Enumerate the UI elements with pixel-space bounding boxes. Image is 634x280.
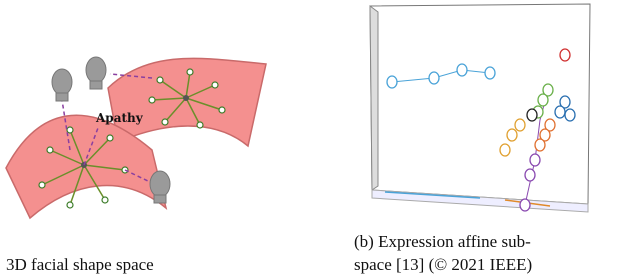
- face-glyph: [565, 109, 575, 121]
- face-glyph: [525, 169, 535, 181]
- caption-line: (b) Expression affine sub-: [354, 232, 531, 251]
- annotation: Apathy: [95, 111, 144, 125]
- figure: Apathy 3D facial shape space (b) Express…: [0, 0, 634, 280]
- face-glyph: [520, 199, 530, 211]
- face-glyph: [500, 144, 510, 156]
- mean-point: [183, 95, 189, 101]
- face-glyph: [530, 154, 540, 166]
- face-glyph: [485, 67, 495, 79]
- face-glyph: [538, 94, 548, 106]
- face-glyph: [527, 109, 537, 121]
- face-glyph: [515, 119, 525, 131]
- face-glyph: [535, 139, 545, 151]
- face-glyph: [429, 72, 439, 84]
- face-glyph: [555, 106, 565, 118]
- face-glyph: [507, 129, 517, 141]
- shape-space-panel: Apathy 3D facial shape space: [6, 57, 266, 274]
- face-glyph: [457, 64, 467, 76]
- caption: 3D facial shape space: [6, 255, 154, 274]
- affine-subspace-panel: [370, 4, 590, 212]
- face-glyph: [560, 49, 570, 61]
- caption-line: space [13] (© 2021 IEEE): [354, 255, 532, 274]
- face-glyph: [387, 76, 397, 88]
